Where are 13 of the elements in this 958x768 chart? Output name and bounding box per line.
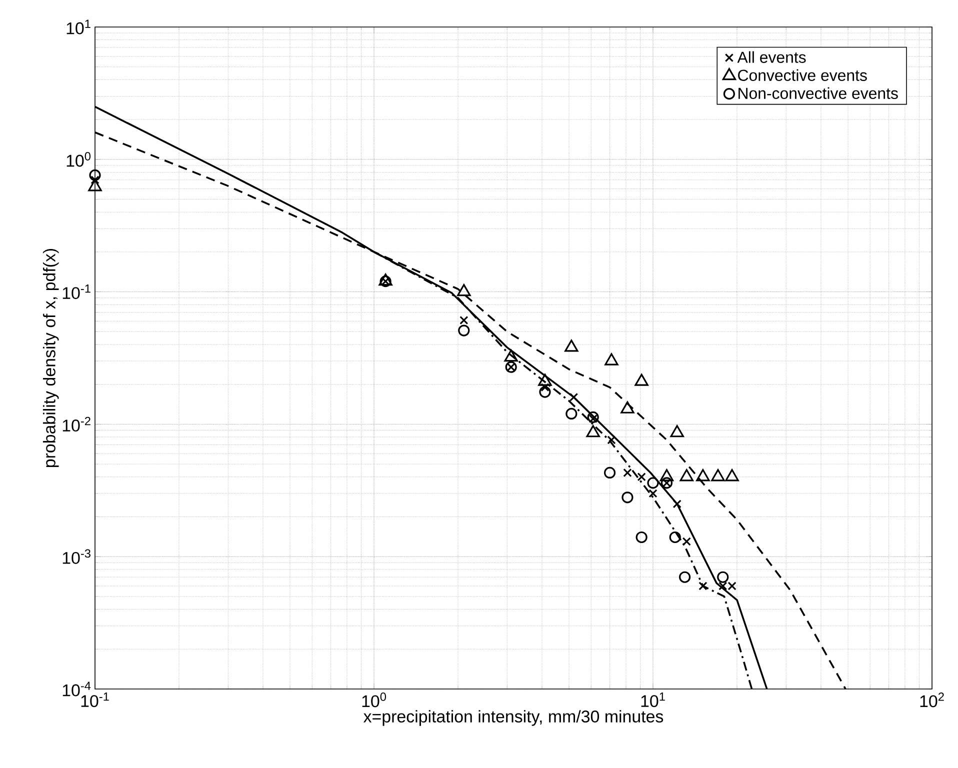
y-tick-label: 10$^{0}$ xyxy=(66,152,91,167)
x-axis-title: x=precipitation intensity, mm/30 minutes xyxy=(363,710,664,726)
y-tick-label: 10$^{-2}$ xyxy=(62,416,90,432)
y-axis-title: probability density of x, pdf(x) xyxy=(42,248,59,468)
y-tick-label: 10$^{-1}$ xyxy=(62,284,90,300)
y-tick-label: 10$^{1}$ xyxy=(66,20,90,34)
x-tick-label: 10$^{2}$ xyxy=(920,692,944,708)
legend-label: Convective events xyxy=(738,69,867,81)
legend-label: All events xyxy=(737,51,806,63)
legend-label: Non-convective events xyxy=(738,87,898,100)
y-tick-label: 10$^{-3}$ xyxy=(62,549,90,564)
x-tick-label: 10$^{1}$ xyxy=(641,692,665,708)
x-tick-label: 10$^{0}$ xyxy=(362,692,386,708)
